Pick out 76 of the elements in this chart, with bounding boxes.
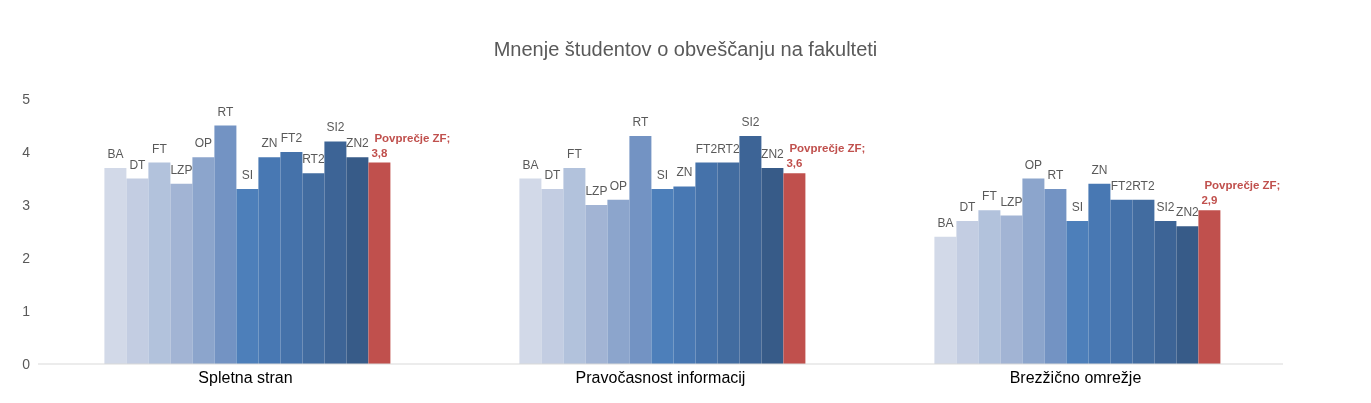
text: SI (1071, 199, 1084, 214)
y-tick-label: 3 (22, 196, 31, 213)
bar (170, 183, 193, 364)
text: BA (937, 215, 954, 230)
series-label: LZP (170, 162, 193, 177)
series-label: ZN2 (1176, 205, 1200, 220)
text: SI (656, 168, 669, 183)
bar (214, 125, 237, 364)
bar (346, 157, 369, 364)
text: SI2 (1156, 199, 1175, 214)
series-label: RT2 (302, 152, 325, 167)
text: ZN2 (761, 146, 784, 161)
series-label: DT (129, 157, 147, 172)
bar (629, 136, 652, 364)
bar (1198, 210, 1221, 364)
text: ZN (1091, 162, 1108, 177)
x-tick-label: Spletna stran (198, 369, 293, 387)
bar (1176, 226, 1199, 364)
x-tick-label: Brezžično omrežje (1009, 369, 1142, 387)
bar (1000, 215, 1023, 364)
text: FT2 (695, 141, 718, 156)
series-label: SI (241, 168, 254, 183)
text: LZP (1000, 194, 1023, 209)
x-tick-label: Pravočasnost informacij (575, 369, 746, 387)
text: ZN (676, 165, 693, 180)
text: DT (544, 168, 561, 183)
series-label: FT2 (280, 131, 303, 145)
text: RT2 (717, 141, 740, 156)
bar (368, 162, 391, 364)
text: DT (959, 199, 976, 214)
y-tick-label: 0 (22, 355, 31, 372)
series-label: RT (217, 104, 234, 119)
bar (585, 205, 608, 364)
text: BA (522, 157, 539, 172)
text: RT2 (1132, 178, 1155, 193)
bar (783, 173, 806, 364)
data-label: 2,9 (1201, 194, 1218, 207)
bar (563, 167, 586, 364)
text: FT2 (1110, 178, 1133, 193)
bar (1044, 189, 1067, 364)
bar (607, 199, 630, 364)
series-label: FT (152, 141, 168, 156)
bar (126, 178, 149, 364)
bar (541, 189, 564, 364)
text: FT (982, 189, 997, 204)
bar (934, 236, 957, 364)
data-label: 3,6 (786, 157, 803, 170)
text: Povprečje ZF; (1204, 179, 1281, 192)
series-label: SI2 (326, 120, 345, 135)
text: Povprečje ZF; (789, 142, 866, 155)
series-label: OP (194, 136, 213, 151)
y-tick-label: 2 (22, 249, 31, 266)
series-label: ZN (261, 136, 278, 151)
text: FT (567, 146, 582, 161)
y-tick-label: 1 (22, 302, 31, 319)
text: RT (1047, 168, 1064, 183)
chart-title: Mnenje študentov o obveščanju na fakulteti (492, 38, 879, 61)
bar (1022, 178, 1045, 364)
text: LZP (585, 184, 608, 198)
bar (148, 162, 171, 364)
text: OP (1024, 157, 1043, 172)
bar (978, 210, 1001, 364)
y-tick-label: 4 (22, 143, 31, 160)
y-tick-label: 5 (22, 90, 31, 107)
series-label: Povprečje ZF; (374, 131, 451, 144)
bar (761, 167, 784, 364)
bar (104, 167, 127, 364)
text: SI2 (741, 115, 760, 130)
text: RT (632, 115, 649, 130)
data-label: 3,8 (371, 146, 388, 159)
text: OP (609, 178, 628, 193)
bar (192, 157, 215, 364)
text: ZN2 (346, 136, 369, 151)
bar (956, 220, 979, 364)
series-label: BA (107, 146, 124, 161)
bar (519, 178, 542, 364)
